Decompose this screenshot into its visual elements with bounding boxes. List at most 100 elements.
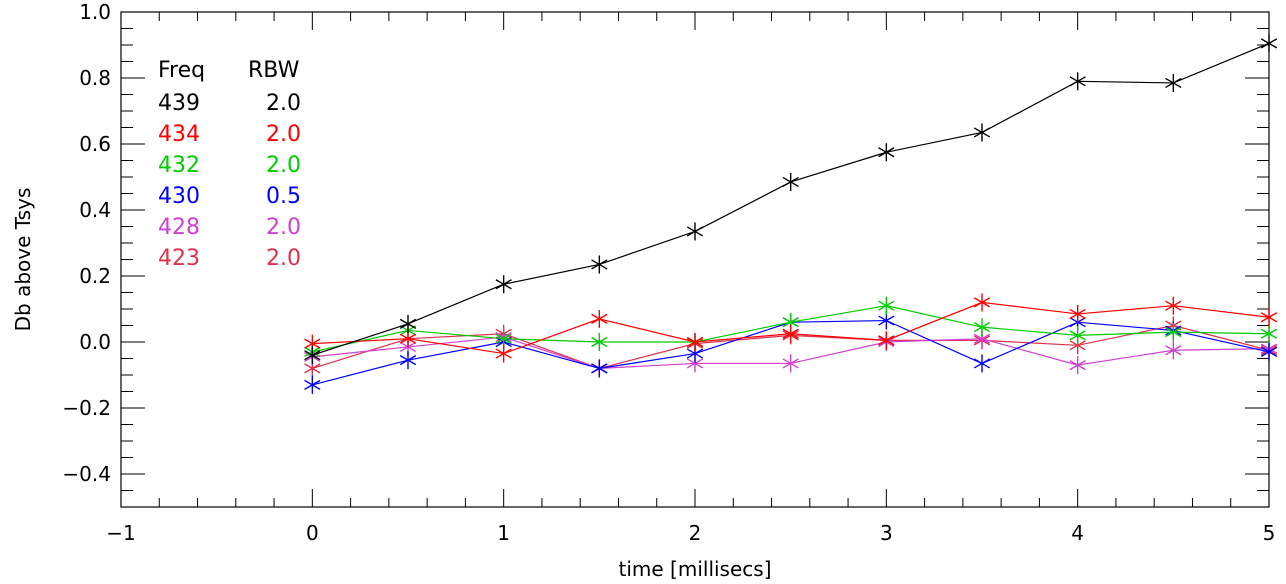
data-point xyxy=(878,296,895,315)
data-point xyxy=(782,354,799,373)
data-point xyxy=(973,354,991,373)
asterisk-stroke xyxy=(686,336,704,348)
x-tick-label: 2 xyxy=(689,521,702,545)
data-point xyxy=(1069,72,1086,91)
asterisk-stroke xyxy=(591,259,608,270)
asterisk-stroke xyxy=(1069,340,1086,351)
data-point xyxy=(591,359,608,378)
data-point xyxy=(1260,324,1278,343)
y-tick-label: −0.2 xyxy=(62,396,111,420)
asterisk-stroke xyxy=(1260,346,1278,358)
y-tick-label: 0.4 xyxy=(79,198,111,222)
asterisk-stroke xyxy=(782,317,799,328)
legend-freq-439: 439 xyxy=(158,91,200,116)
asterisk-stroke xyxy=(1260,38,1278,49)
asterisk-stroke xyxy=(878,147,895,158)
data-point xyxy=(1069,326,1086,345)
legend-freq-423: 423 xyxy=(158,246,200,271)
asterisk-stroke xyxy=(1069,359,1086,371)
data-point xyxy=(782,172,799,191)
data-point xyxy=(399,314,417,333)
data-point xyxy=(591,255,608,274)
asterisk-stroke xyxy=(973,358,991,369)
legend-rbw-432: 2.0 xyxy=(266,153,301,178)
tick-group: −1 0 1 2 3 4 5 −0.4 −0.2 0.0 0.2 0.4 0.6 0.8 1.0 xyxy=(62,0,1275,545)
asterisk-stroke xyxy=(1069,76,1086,87)
asterisk-stroke xyxy=(1260,328,1278,339)
asterisk-stroke xyxy=(878,300,895,311)
asterisk-stroke xyxy=(399,333,417,344)
data-point xyxy=(304,346,321,365)
data-point xyxy=(591,309,608,328)
legend-header-rbw: RBW xyxy=(248,58,300,83)
x-tick-label: 4 xyxy=(1071,521,1084,545)
series-434 xyxy=(304,293,1278,363)
x-tick-label: 5 xyxy=(1263,521,1276,545)
asterisk-stroke xyxy=(304,363,321,374)
asterisk-stroke xyxy=(782,358,799,369)
asterisk-stroke xyxy=(591,313,608,325)
data-point xyxy=(686,222,704,241)
asterisk-stroke xyxy=(973,127,991,138)
asterisk-stroke xyxy=(973,297,991,308)
data-point xyxy=(878,143,895,162)
data-point xyxy=(1260,342,1278,361)
legend: Freq RBW 439 2.0 434 2.0 432 2.0 430 0.5 428 2.0 4… xyxy=(158,58,301,271)
asterisk-stroke xyxy=(973,322,991,333)
asterisk-stroke xyxy=(591,363,608,374)
asterisk-stroke xyxy=(878,335,895,346)
series-line xyxy=(312,42,1270,356)
legend-header-freq: Freq xyxy=(158,58,205,83)
data-point xyxy=(1260,308,1278,327)
asterisk-stroke xyxy=(399,355,417,366)
series-group xyxy=(304,34,1278,394)
data-point xyxy=(399,351,417,370)
y-tick-label: 0.0 xyxy=(79,330,111,354)
y-tick-label: 0.8 xyxy=(79,66,111,90)
asterisk-stroke xyxy=(686,358,704,369)
data-point xyxy=(591,333,608,351)
legend-rbw-428: 2.0 xyxy=(266,215,301,240)
y-tick-label: 0.6 xyxy=(79,132,111,156)
x-tick-label: 3 xyxy=(880,521,893,545)
legend-freq-432: 432 xyxy=(158,153,200,178)
asterisk-stroke xyxy=(304,350,321,361)
data-point xyxy=(1069,304,1086,323)
asterisk-stroke xyxy=(1165,300,1182,311)
legend-freq-434: 434 xyxy=(158,122,200,147)
asterisk-stroke xyxy=(878,315,895,326)
asterisk-stroke xyxy=(1260,312,1278,323)
data-point xyxy=(973,318,991,337)
data-point xyxy=(304,375,321,394)
data-point xyxy=(1165,73,1182,92)
asterisk-stroke xyxy=(782,328,799,339)
data-point xyxy=(973,293,991,312)
data-point xyxy=(495,344,512,363)
asterisk-stroke xyxy=(304,379,321,391)
data-point xyxy=(782,324,799,343)
data-point xyxy=(686,333,704,351)
legend-freq-430: 430 xyxy=(158,184,200,209)
data-point xyxy=(1165,323,1182,342)
data-point xyxy=(878,331,895,350)
series-439 xyxy=(304,34,1278,365)
y-axis-title: Db above Tsys xyxy=(11,188,35,332)
asterisk-stroke xyxy=(1069,308,1086,320)
asterisk-stroke xyxy=(495,333,512,344)
asterisk-stroke xyxy=(591,336,608,348)
data-point xyxy=(1165,341,1182,360)
asterisk-stroke xyxy=(399,318,417,329)
data-point xyxy=(973,123,991,142)
asterisk-stroke xyxy=(1165,345,1182,356)
asterisk-stroke xyxy=(495,348,512,359)
legend-rbw-430: 0.5 xyxy=(266,184,301,209)
asterisk-stroke xyxy=(1165,326,1182,338)
legend-rbw-434: 2.0 xyxy=(266,122,301,147)
x-tick-label: 1 xyxy=(497,521,510,545)
asterisk-stroke xyxy=(686,348,704,359)
asterisk-stroke xyxy=(686,226,704,237)
legend-rbw-439: 2.0 xyxy=(266,91,301,116)
x-tick-label: 0 xyxy=(306,521,319,545)
data-point xyxy=(1260,34,1278,53)
